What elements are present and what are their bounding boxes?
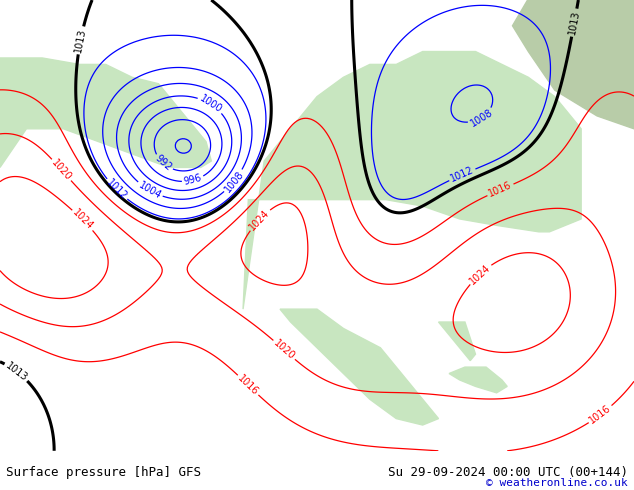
Text: 1004: 1004 bbox=[136, 180, 163, 201]
Polygon shape bbox=[449, 367, 507, 393]
Text: 1000: 1000 bbox=[198, 94, 224, 115]
Text: Su 29-09-2024 00:00 UTC (00+144): Su 29-09-2024 00:00 UTC (00+144) bbox=[387, 466, 628, 479]
Text: 1020: 1020 bbox=[49, 157, 74, 182]
Text: 992: 992 bbox=[153, 153, 174, 173]
Polygon shape bbox=[280, 309, 439, 425]
Text: 1016: 1016 bbox=[487, 180, 514, 199]
Text: 1013: 1013 bbox=[74, 27, 88, 53]
Polygon shape bbox=[512, 0, 634, 129]
Text: 1024: 1024 bbox=[468, 262, 493, 286]
Polygon shape bbox=[243, 51, 581, 309]
Text: 1024: 1024 bbox=[70, 208, 95, 232]
Text: 1012: 1012 bbox=[449, 165, 476, 184]
Text: 1013: 1013 bbox=[4, 360, 29, 383]
Text: 996: 996 bbox=[183, 173, 203, 187]
Text: 1024: 1024 bbox=[247, 207, 272, 232]
Text: 1016: 1016 bbox=[236, 373, 261, 397]
Text: © weatheronline.co.uk: © weatheronline.co.uk bbox=[486, 478, 628, 488]
Text: 1013: 1013 bbox=[567, 10, 581, 36]
Text: 1008: 1008 bbox=[469, 107, 495, 128]
Text: 1020: 1020 bbox=[271, 338, 297, 362]
Text: 1012: 1012 bbox=[105, 177, 129, 202]
Text: Surface pressure [hPa] GFS: Surface pressure [hPa] GFS bbox=[6, 466, 202, 479]
Polygon shape bbox=[0, 58, 211, 168]
Text: 1016: 1016 bbox=[588, 403, 613, 426]
Polygon shape bbox=[439, 322, 476, 361]
Text: 1008: 1008 bbox=[223, 169, 245, 194]
